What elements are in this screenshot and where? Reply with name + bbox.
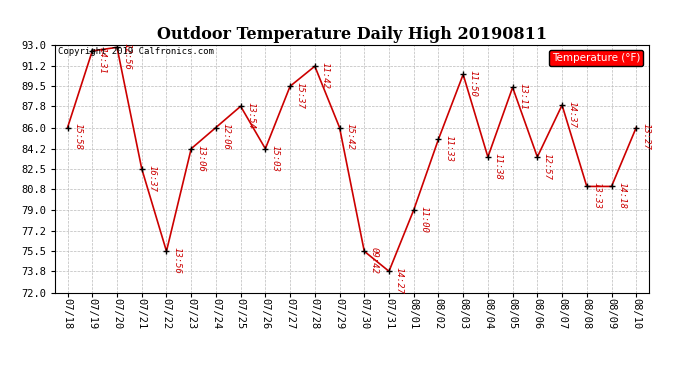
Text: 15:58: 15:58 (73, 123, 82, 150)
Text: 11:42: 11:42 (320, 62, 329, 89)
Text: 16:37: 16:37 (147, 165, 157, 192)
Text: 11:38: 11:38 (493, 153, 502, 180)
Text: Copyright 2019 Calfronics.com: Copyright 2019 Calfronics.com (58, 48, 214, 57)
Text: 13:56: 13:56 (172, 247, 181, 274)
Text: 15:37: 15:37 (295, 82, 305, 109)
Text: 14:18: 14:18 (617, 182, 626, 209)
Text: 12:57: 12:57 (543, 153, 552, 180)
Legend: Temperature (°F): Temperature (°F) (549, 50, 643, 66)
Text: 11:50: 11:50 (469, 70, 477, 97)
Text: 13:11: 13:11 (518, 83, 527, 110)
Title: Outdoor Temperature Daily High 20190811: Outdoor Temperature Daily High 20190811 (157, 27, 547, 44)
Text: 12:06: 12:06 (221, 123, 230, 150)
Text: 13:27: 13:27 (642, 123, 651, 150)
Text: 11:33: 11:33 (444, 135, 453, 162)
Text: 14:27: 14:27 (395, 267, 404, 294)
Text: 15:42: 15:42 (345, 123, 354, 150)
Text: 13:54: 13:54 (246, 102, 255, 129)
Text: 12:56: 12:56 (123, 43, 132, 70)
Text: 15:03: 15:03 (271, 144, 280, 171)
Text: 09:42: 09:42 (370, 247, 379, 274)
Text: 14:37: 14:37 (568, 101, 577, 128)
Text: 14:31: 14:31 (98, 47, 107, 74)
Text: 13:06: 13:06 (197, 144, 206, 171)
Text: 11:00: 11:00 (420, 206, 428, 233)
Text: 13:33: 13:33 (592, 182, 602, 209)
